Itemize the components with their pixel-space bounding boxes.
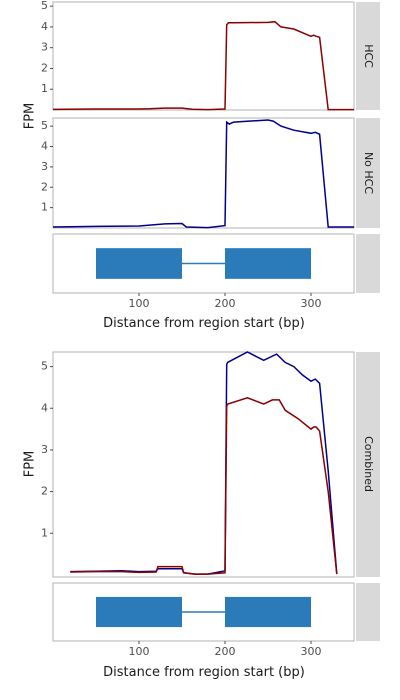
series-line-combined-hcc (70, 397, 338, 575)
strip-label-hcc: HCC (362, 44, 375, 68)
y-ticks: 1 2 3 4 5 (41, 360, 53, 539)
y-tick-label: 4 (41, 20, 48, 33)
strip-label-combined: Combined (362, 436, 375, 492)
panel-no-hcc: No HCC 1 2 3 4 5 (41, 117, 380, 229)
y-tick-label: 1 (41, 201, 48, 214)
y-tick-label: 2 (41, 61, 48, 74)
panel-hcc: HCC 1 2 3 4 5 (41, 0, 380, 111)
strip-blank (356, 234, 380, 293)
x-ticks: 100 200 300 (129, 641, 322, 658)
y-ticks: 1 2 3 4 5 (41, 0, 53, 95)
series-line-no-hcc (52, 119, 354, 229)
y-tick-label: 1 (41, 82, 48, 95)
panel-combined: Combined 1 2 3 4 5 (41, 351, 380, 578)
panel-border (52, 351, 355, 578)
y-tick-label: 4 (41, 401, 48, 414)
exon-box (225, 248, 311, 279)
strip-label-no-hcc: No HCC (362, 152, 375, 194)
x-tick-label: 200 (215, 297, 236, 310)
x-tick-label: 100 (129, 297, 150, 310)
x-tick-label: 300 (301, 297, 322, 310)
y-tick-label: 3 (41, 41, 48, 54)
panel-border (52, 117, 355, 229)
strip-no-hcc (356, 118, 380, 228)
y-tick-label: 5 (41, 360, 48, 373)
y-axis-title-top: FPM (23, 103, 38, 130)
y-tick-label: 5 (41, 119, 48, 132)
x-tick-label: 200 (215, 645, 236, 658)
y-tick-label: 3 (41, 443, 48, 456)
panel-border (52, 1, 355, 111)
exon-box (96, 248, 182, 279)
y-ticks: 1 2 3 4 5 (41, 119, 53, 214)
x-axis-title-bottom: Distance from region start (bp) (103, 665, 305, 680)
y-tick-label: 3 (41, 160, 48, 173)
x-tick-label: 300 (301, 645, 322, 658)
strip-blank (356, 583, 380, 641)
series-line-hcc (52, 20, 354, 111)
gene-model (96, 596, 311, 628)
y-tick-label: 1 (41, 526, 48, 539)
y-tick-label: 4 (41, 140, 48, 153)
y-tick-label: 2 (41, 485, 48, 498)
exon-box (96, 596, 182, 628)
x-tick-label: 100 (129, 645, 150, 658)
panel-gene-model-bottom: 100 200 300 (52, 582, 380, 658)
exon-box (225, 596, 311, 628)
strip-hcc (356, 2, 380, 110)
x-ticks: 100 200 300 (129, 293, 322, 310)
x-axis-title-top: Distance from region start (bp) (103, 316, 305, 331)
y-tick-label: 2 (41, 180, 48, 193)
panel-gene-model-top: 100 200 300 (52, 233, 380, 310)
y-tick-label: 5 (41, 0, 48, 12)
series-line-combined-no-hcc (70, 351, 338, 575)
y-axis-title-bottom: FPM (23, 451, 38, 478)
gene-model (96, 248, 311, 279)
strip-combined (356, 352, 380, 577)
